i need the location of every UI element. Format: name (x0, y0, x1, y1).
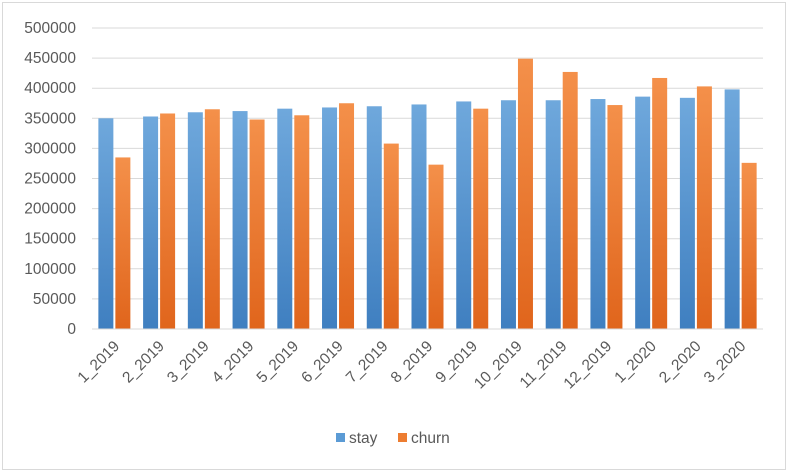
x-tick-label: 10_2019 (471, 338, 526, 393)
y-tick-label: 400000 (24, 80, 76, 97)
y-tick-label: 450000 (24, 50, 76, 67)
y-tick-label: 50000 (33, 291, 76, 308)
x-axis: 1_20192_20193_20194_20195_20196_20197_20… (75, 328, 763, 393)
bar-churn-2_2019 (160, 113, 176, 329)
x-tick-label: 2_2020 (656, 338, 705, 387)
x-tick-label: 12_2019 (561, 338, 616, 393)
bar-stay-1_2019 (98, 118, 114, 329)
bar-stay-3_2019 (187, 112, 203, 329)
bar-churn-3_2019 (204, 109, 220, 330)
x-tick-label: 3_2019 (164, 338, 213, 387)
bar-churn-6_2019 (339, 103, 355, 329)
y-tick-label: 350000 (24, 110, 76, 127)
bar-stay-2_2020 (679, 97, 695, 329)
x-tick-label: 6_2019 (298, 338, 347, 387)
y-axis: 0 50000 100000 150000 200000 250000 300000 3500… (24, 20, 76, 338)
bar-stay-9_2019 (456, 101, 472, 329)
bar-stay-8_2019 (411, 104, 427, 329)
bar-churn-11_2019 (562, 71, 578, 330)
bar-churn-3_2020 (741, 162, 757, 329)
bar-stay-11_2019 (545, 100, 561, 330)
bar-stay-12_2019 (590, 99, 606, 329)
legend-label-churn: churn (411, 430, 450, 447)
bar-churn-8_2019 (428, 164, 444, 329)
y-tick-label: 150000 (24, 231, 76, 248)
x-tick-label: 8_2019 (388, 338, 437, 387)
bar-churn-2_2020 (696, 86, 712, 329)
bar-stay-7_2019 (366, 106, 382, 329)
y-tick-label: 500000 (24, 20, 76, 37)
bar-stay-6_2019 (322, 107, 338, 330)
bars (98, 58, 757, 330)
x-tick-label: 5_2019 (254, 338, 303, 387)
x-tick-label: 4_2019 (209, 338, 258, 387)
bar-stay-5_2019 (277, 108, 293, 329)
y-tick-label: 200000 (24, 201, 76, 218)
y-tick-label: 100000 (24, 261, 76, 278)
legend-label-stay: stay (349, 430, 378, 447)
bar-stay-3_2020 (724, 89, 740, 330)
bar-stay-2_2019 (143, 116, 159, 329)
x-tick-label: 3_2020 (701, 338, 750, 387)
y-tick-label: 0 (67, 321, 76, 338)
bar-churn-5_2019 (294, 115, 310, 329)
x-tick-label: 7_2019 (343, 338, 392, 387)
x-tick-label: 2_2019 (119, 338, 168, 387)
x-tick-label: 1_2019 (75, 338, 124, 387)
bar-churn-7_2019 (383, 143, 399, 329)
bar-churn-10_2019 (517, 58, 533, 330)
bar-stay-1_2020 (635, 96, 651, 330)
y-tick-label: 300000 (24, 140, 76, 157)
legend-swatch-stay (336, 433, 345, 442)
bar-churn-1_2020 (652, 77, 668, 329)
bar-churn-9_2019 (473, 108, 489, 329)
bar-churn-12_2019 (607, 105, 623, 329)
bar-stay-10_2019 (500, 100, 516, 330)
legend: stay churn (336, 430, 450, 447)
bar-churn-4_2019 (249, 119, 265, 329)
bar-stay-4_2019 (232, 111, 248, 330)
x-tick-label: 1_2020 (611, 338, 660, 387)
legend-swatch-churn (398, 433, 407, 442)
bar-churn-1_2019 (115, 157, 131, 329)
y-tick-label: 250000 (24, 171, 76, 188)
